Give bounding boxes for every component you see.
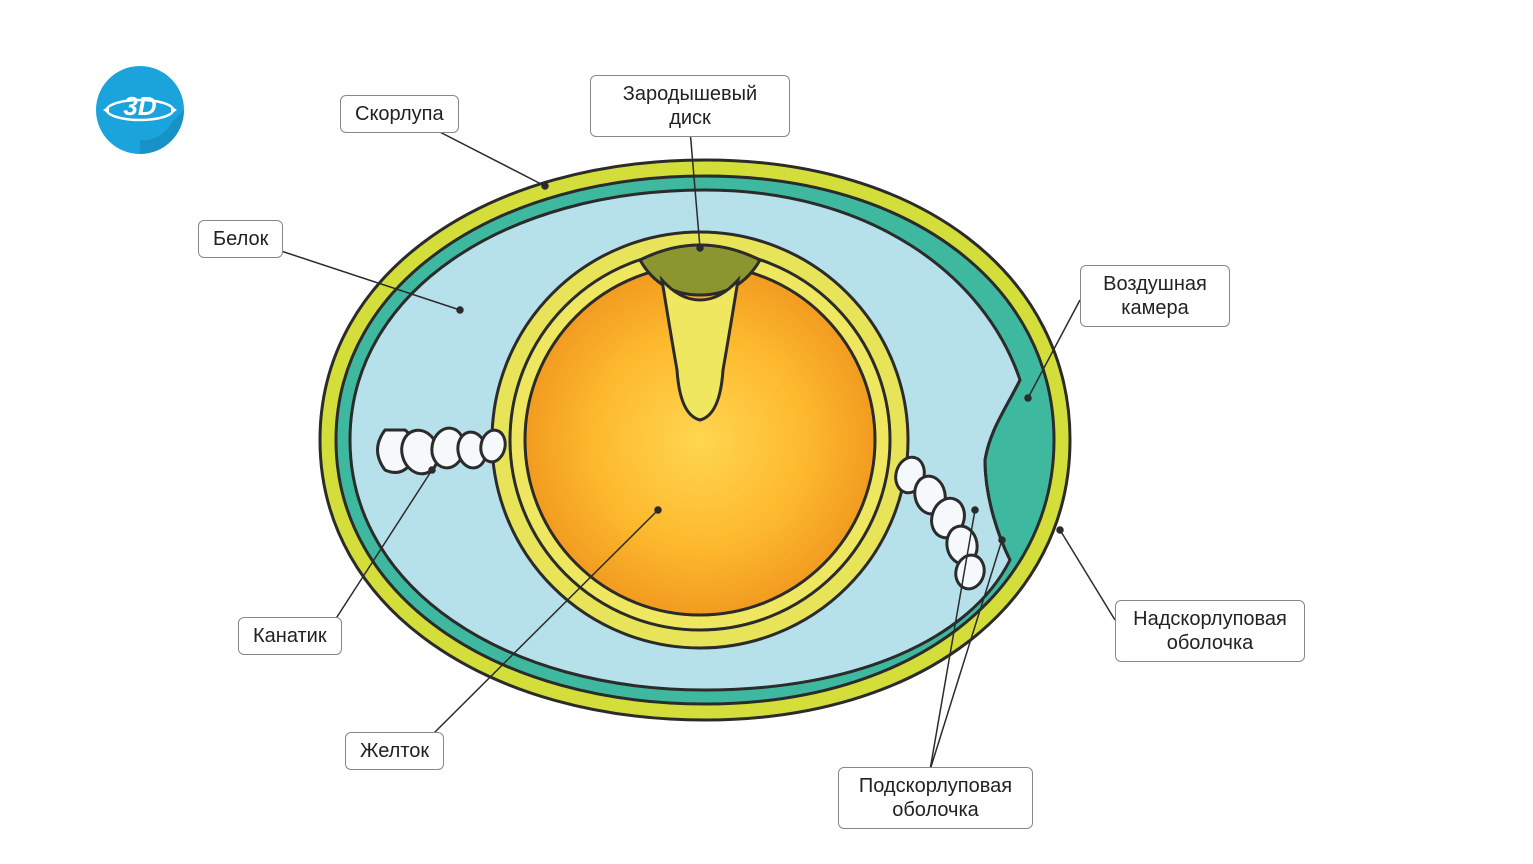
label-albumen-text: Белок (213, 228, 268, 250)
label-germinal-disc-text: Зародышевыйдиск (623, 83, 757, 129)
label-chalaza-text: Канатик (253, 625, 327, 647)
label-air-cell-text: Воздушнаякамера (1103, 273, 1207, 319)
label-cuticle-text: Надскорлуповаяоболочка (1133, 608, 1287, 654)
label-albumen: Белок (198, 220, 283, 258)
label-yolk-text: Желток (360, 740, 429, 762)
label-inner-membrane: Подскорлуповаяоболочка (838, 767, 1033, 829)
label-inner-membrane-text: Подскорлуповаяоболочка (859, 775, 1012, 821)
label-shell-text: Скорлупа (355, 103, 444, 125)
label-cuticle: Надскорлуповаяоболочка (1115, 600, 1305, 662)
label-air-cell: Воздушнаякамера (1080, 265, 1230, 327)
label-yolk: Желток (345, 732, 444, 770)
label-shell: Скорлупа (340, 95, 459, 133)
label-germinal-disc: Зародышевыйдиск (590, 75, 790, 137)
label-chalaza: Канатик (238, 617, 342, 655)
